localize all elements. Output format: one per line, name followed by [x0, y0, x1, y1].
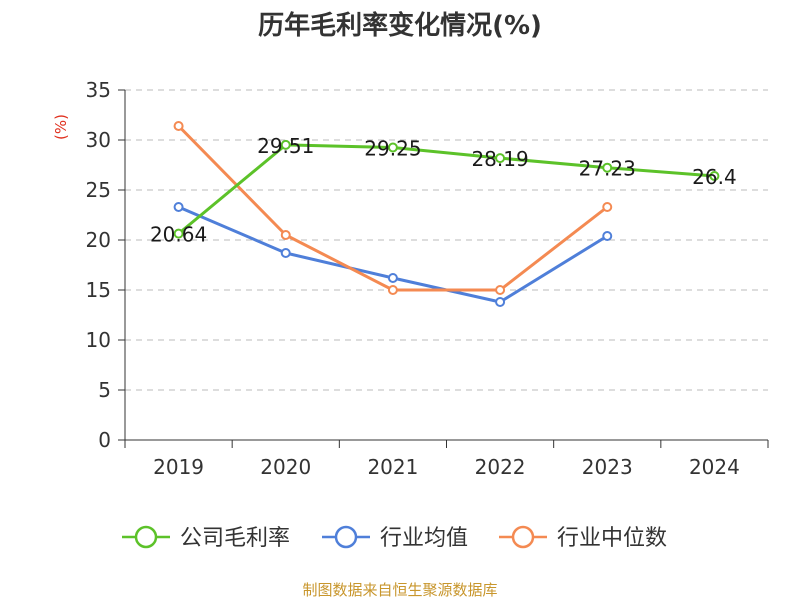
- series-layer: 20.64 29.51 29.25 28.19 27.23 26.4: [150, 121, 737, 307]
- series-line: [177, 143, 716, 236]
- data-label: 27.23: [579, 157, 636, 181]
- source-note: 制图数据来自恒生聚源数据库: [302, 581, 497, 599]
- axes: 0 5 10 15 20 25 30 35 2019 2020 2021 2022 2023 2024: [86, 78, 769, 479]
- y-tick-label: 10: [86, 328, 111, 352]
- legend: 公司毛利率 行业均值 行业中位数: [122, 525, 667, 551]
- legend-item: 行业中位数: [499, 525, 667, 551]
- data-point: [173, 202, 184, 212]
- legend-swatch-marker: [134, 525, 158, 549]
- y-axis-label: (%): [52, 114, 70, 140]
- x-tick-label: 2020: [260, 455, 311, 479]
- legend-label: 行业均值: [380, 526, 468, 551]
- x-tick-label: 2022: [475, 455, 526, 479]
- data-label: 20.64: [150, 223, 207, 247]
- data-label: 26.4: [692, 165, 737, 189]
- y-tick-label: 0: [98, 428, 111, 452]
- y-tick-label: 15: [86, 278, 111, 302]
- data-point: [387, 142, 398, 153]
- y-tick-label: 20: [86, 228, 111, 252]
- legend-item: 行业均值: [322, 525, 468, 551]
- y-tick-label: 30: [86, 128, 111, 152]
- data-point: [280, 230, 291, 240]
- data-point: [387, 285, 398, 295]
- data-point: [602, 162, 613, 173]
- x-tick-label: 2019: [153, 455, 204, 479]
- data-point: [602, 231, 613, 241]
- data-point: [173, 228, 184, 239]
- data-point: [280, 139, 291, 150]
- grid-lines: [125, 89, 768, 391]
- data-point: [280, 248, 291, 258]
- data-point: [495, 297, 506, 307]
- data-point: [495, 285, 506, 295]
- y-tick-label: 5: [98, 378, 111, 402]
- data-label: 29.51: [257, 134, 314, 158]
- x-tick-label: 2021: [367, 455, 418, 479]
- data-point: [173, 121, 184, 131]
- data-label: 29.25: [364, 137, 421, 161]
- legend-swatch-marker: [334, 525, 358, 549]
- data-point: [602, 202, 613, 212]
- legend-label: 公司毛利率: [180, 526, 290, 551]
- y-tick-label: 35: [86, 78, 111, 102]
- x-tick-label: 2024: [689, 455, 740, 479]
- legend-swatch-marker: [511, 525, 535, 549]
- y-tick-label: 25: [86, 178, 111, 202]
- x-tick-label: 2023: [582, 455, 633, 479]
- legend-label: 行业中位数: [557, 526, 667, 551]
- data-point: [495, 153, 506, 164]
- data-point: [709, 171, 720, 181]
- series-3: [173, 121, 613, 295]
- data-label: 28.19: [471, 147, 528, 171]
- chart-title: 历年毛利率变化情况(%): [258, 10, 542, 41]
- series-2: [173, 202, 613, 307]
- legend-item: 公司毛利率: [122, 525, 290, 551]
- data-point: [387, 273, 398, 283]
- series-1: 20.64 29.51 29.25 28.19 27.23 26.4: [150, 134, 737, 247]
